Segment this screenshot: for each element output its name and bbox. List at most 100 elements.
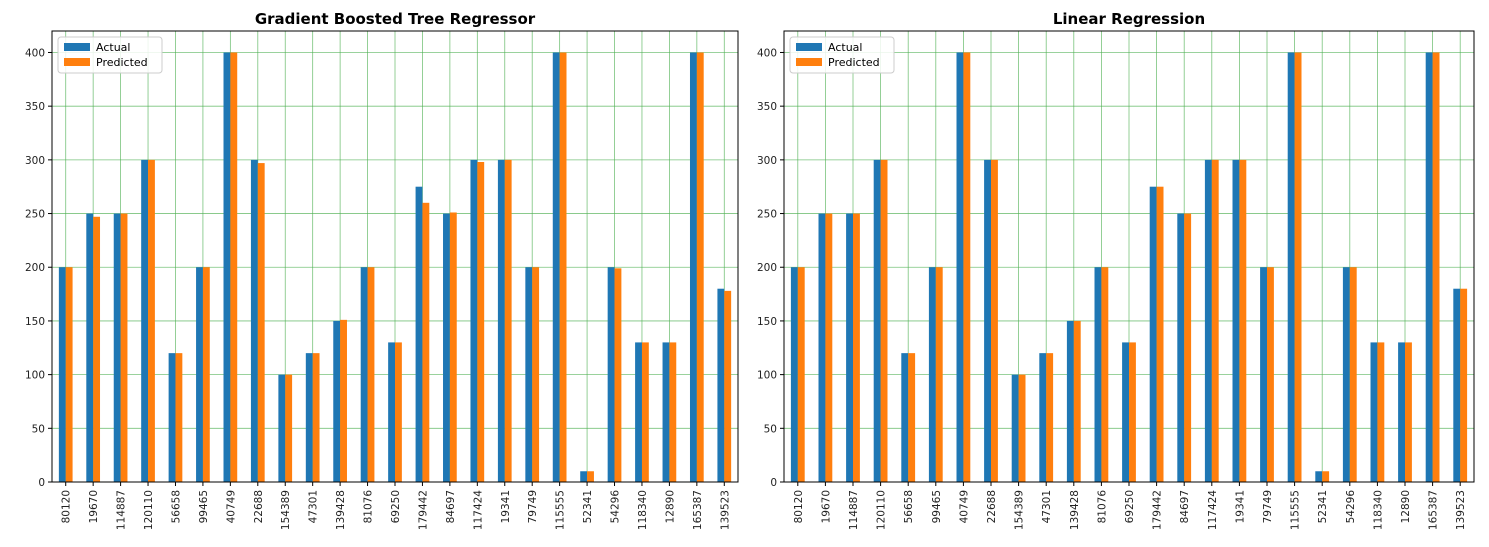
bar-predicted-139523	[1460, 288, 1468, 482]
bar-actual-179442	[415, 186, 423, 482]
bar-predicted-154389	[285, 374, 293, 482]
bar-predicted-117424	[477, 162, 485, 482]
bar-actual-139523	[717, 288, 725, 482]
bar-actual-165387	[689, 52, 697, 482]
bar-predicted-19670	[93, 216, 101, 482]
x-tick-label: 19670	[820, 490, 832, 523]
x-tick-label: 12890	[664, 490, 676, 523]
y-tick-label: 250	[757, 209, 777, 221]
bar-actual-99465	[196, 267, 203, 482]
bar-predicted-22688	[991, 159, 998, 482]
bar-actual-120110	[873, 159, 881, 482]
bar-actual-56658	[168, 353, 176, 482]
chart-panel-1: Gradient Boosted Tree Regressor 0 50 100 150…	[25, 10, 739, 530]
bar-predicted-79749	[1267, 267, 1274, 482]
bar-actual-19670	[86, 213, 94, 483]
x-tick-label: 52341	[1317, 490, 1329, 523]
x-tick-label: 118340	[637, 490, 649, 530]
bar-actual-117424	[1204, 159, 1212, 482]
y-tick-label: 400	[25, 47, 45, 59]
bar-actual-22688	[250, 159, 258, 482]
bar-predicted-114887	[120, 213, 128, 483]
y-tick-label: 50	[32, 423, 45, 435]
bar-predicted-69250	[395, 342, 402, 482]
bar-predicted-81076	[1101, 267, 1109, 482]
bar-predicted-84697	[449, 212, 457, 482]
x-tick-label: 115555	[555, 490, 567, 530]
x-tick-label: 40749	[225, 490, 237, 523]
bar-actual-118340	[635, 342, 642, 482]
y-tick-label: 350	[25, 101, 45, 113]
bar-predicted-118340	[641, 342, 649, 482]
bar-predicted-117424	[1211, 159, 1219, 482]
bar-actual-80120	[58, 267, 66, 482]
bar-actual-69250	[388, 342, 395, 482]
x-tick-label: 19341	[500, 490, 512, 523]
bar-actual-139428	[333, 320, 341, 482]
x-tick-label: 154389	[280, 490, 292, 530]
legend-swatch-predicted	[796, 58, 822, 66]
bar-predicted-165387	[696, 52, 704, 482]
bar-predicted-69250	[1129, 342, 1136, 482]
bar-actual-118340	[1370, 342, 1378, 482]
legend-swatch-actual	[64, 43, 90, 51]
bar-actual-54296	[607, 267, 615, 482]
x-tick-label: 54296	[610, 490, 622, 524]
x-tick-label: 54296	[1345, 490, 1357, 524]
y-tick-label: 100	[757, 370, 777, 382]
x-tick-label: 81076	[363, 490, 375, 524]
bar-predicted-84697	[1184, 213, 1192, 483]
bar-actual-79749	[525, 267, 533, 482]
x-tick-label: 165387	[1428, 490, 1440, 530]
x-tick-label: 115555	[1290, 490, 1302, 530]
x-tick-label: 114887	[848, 490, 860, 530]
x-tick-label: 139523	[1455, 490, 1467, 530]
bar-predicted-179442	[422, 202, 430, 483]
x-tick-label: 19341	[1234, 490, 1246, 523]
bar-predicted-40749	[963, 52, 971, 482]
x-tick-label: 139428	[335, 490, 347, 530]
chart-panel-2: Linear Regression 0 50 100 150 200 250 300 350 40…	[757, 10, 1475, 530]
bar-actual-47301	[305, 353, 313, 482]
bar-actual-99465	[928, 267, 936, 482]
bar-actual-81076	[1094, 267, 1102, 482]
x-tick-label: 22688	[986, 490, 998, 523]
bar-predicted-179442	[1156, 186, 1164, 482]
bar-actual-84697	[1177, 213, 1185, 483]
bar-actual-117424	[470, 159, 478, 482]
x-tick-label: 120110	[143, 490, 155, 530]
x-tick-label: 114887	[116, 490, 128, 530]
bar-predicted-19341	[1239, 159, 1247, 482]
x-tick-label: 56658	[903, 490, 915, 523]
bar-actual-47301	[1039, 353, 1047, 482]
x-tick-label: 69250	[1124, 490, 1136, 523]
x-tick-label: 47301	[1041, 490, 1053, 523]
x-tick-label: 117424	[472, 490, 484, 530]
bar-predicted-47301	[1046, 353, 1054, 482]
x-tick-label: 179442	[1152, 490, 1164, 530]
bar-predicted-114887	[853, 213, 860, 483]
y-tick-label: 200	[25, 262, 45, 274]
bar-actual-139428	[1066, 320, 1074, 482]
x-tick-label: 40749	[958, 490, 970, 523]
bar-predicted-79749	[532, 267, 540, 482]
bar-predicted-40749	[230, 52, 238, 482]
x-tick-label: 165387	[692, 490, 704, 530]
x-tick-label: 120110	[876, 490, 888, 530]
x-tick-label: 84697	[445, 490, 457, 523]
bar-predicted-139428	[1073, 320, 1081, 482]
bar-predicted-115555	[559, 52, 567, 482]
bar-actual-22688	[984, 159, 991, 482]
bar-actual-54296	[1342, 267, 1350, 482]
bar-predicted-118340	[1377, 342, 1385, 482]
x-tick-label: 79749	[527, 490, 539, 523]
bar-actual-52341	[580, 471, 588, 482]
bar-predicted-99465	[935, 267, 943, 482]
bar-predicted-81076	[367, 267, 375, 482]
bar-actual-114887	[113, 213, 121, 483]
bar-predicted-19670	[825, 213, 833, 483]
y-tick-label: 0	[770, 477, 777, 489]
bar-predicted-165387	[1432, 52, 1440, 482]
x-tick-label: 80120	[61, 490, 73, 523]
bar-predicted-139523	[724, 290, 732, 482]
